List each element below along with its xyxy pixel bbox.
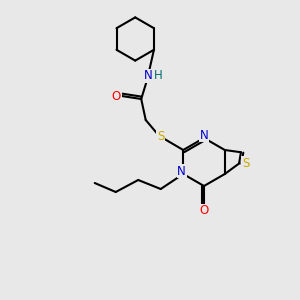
Text: N: N [144,69,152,82]
Text: O: O [200,204,208,218]
Text: S: S [242,157,249,170]
Text: N: N [177,164,186,178]
Text: S: S [157,130,164,143]
Text: N: N [200,128,208,142]
Text: H: H [154,69,163,82]
Text: O: O [112,89,121,103]
